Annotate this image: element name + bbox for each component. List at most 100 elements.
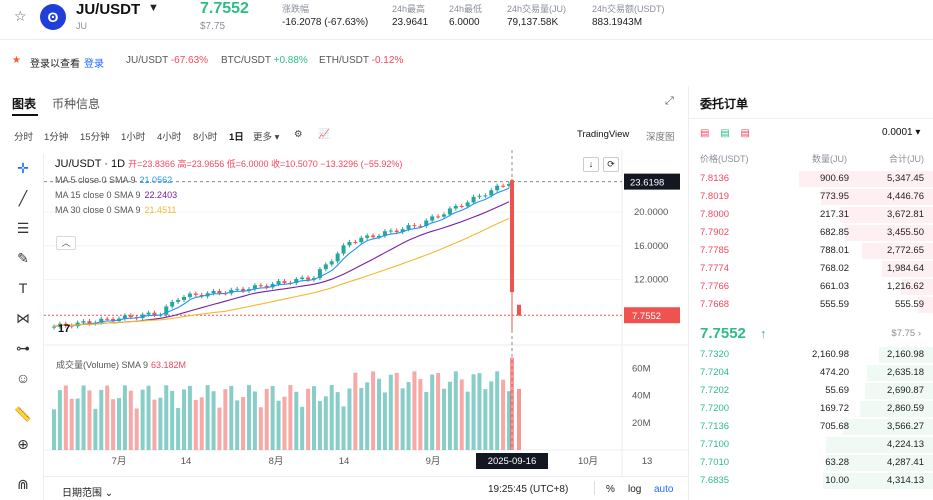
bid-row[interactable]: 7.7100 4,224.13 <box>689 436 933 454</box>
date-range-button[interactable]: 日期范围 ⌄ <box>62 488 114 499</box>
volume-bar <box>69 398 74 450</box>
row-price: 7.6835 <box>700 475 730 486</box>
interval-4h[interactable]: 4小时 <box>157 132 182 143</box>
pattern-icon[interactable]: ⋈ <box>16 310 30 326</box>
volume-bar <box>187 385 192 450</box>
bid-row[interactable]: 7.7320 2,160.98 2,160.98 <box>689 346 933 364</box>
interval-1m[interactable]: 1分钟 <box>44 132 69 143</box>
log-scale-toggle[interactable]: log <box>628 484 642 495</box>
volume-bar <box>241 397 246 450</box>
interval-15m[interactable]: 15分钟 <box>80 132 110 143</box>
depth-bar <box>845 225 933 241</box>
emoji-icon[interactable]: ☺ <box>15 370 31 386</box>
depth-bar <box>867 365 933 381</box>
watch-chip-btc[interactable]: BTC/USDT +0.88% <box>221 55 308 66</box>
ruler-icon[interactable]: 📏 <box>14 406 32 422</box>
indicator-settings-icon[interactable]: ⚙ <box>294 129 303 140</box>
scroll-to-latest-button[interactable]: ↓ <box>583 157 599 172</box>
ask-row[interactable]: 7.7766 661.03 1,216.62 <box>689 278 933 296</box>
depth-bar <box>864 383 933 399</box>
row-price: 7.7902 <box>700 227 730 238</box>
percent-scale-toggle[interactable]: % <box>606 484 615 495</box>
price-chart[interactable]: 20.0000 16.0000 12.0000 60M 40M 20M 23.6198 7.7… <box>44 150 688 476</box>
bid-row[interactable]: 7.7010 63.28 4,287.41 <box>689 454 933 472</box>
depth-bar <box>862 243 933 259</box>
candle-body <box>501 185 506 187</box>
fib-levels-icon[interactable]: ⊶ <box>16 340 30 356</box>
both-sides-icon[interactable]: ▤ <box>700 128 710 139</box>
favorite-star-icon[interactable]: ☆ <box>14 8 27 24</box>
precision-select[interactable]: 0.0001 ▾ <box>882 127 921 138</box>
ma-value: 21.4511 <box>144 205 177 215</box>
ask-row[interactable]: 7.7668 555.59 555.59 <box>689 296 933 314</box>
candle-body <box>442 214 446 217</box>
interval-bar: 分时 1分钟 15分钟 1小时 4小时 8小时 1日 更多 ▾ ⚙ 📈 Trad… <box>0 124 688 146</box>
crosshair-icon[interactable]: ✛ <box>17 160 29 176</box>
watch-chip-eth[interactable]: ETH/USDT -0.12% <box>319 55 403 66</box>
ask-row[interactable]: 7.7774 768.02 1,984.64 <box>689 260 933 278</box>
view-tradingview[interactable]: TradingView <box>577 129 630 140</box>
interval-8h[interactable]: 8小时 <box>193 132 218 143</box>
row-price: 7.7010 <box>700 457 730 468</box>
bid-row[interactable]: 7.6835 10.00 4,314.13 <box>689 472 933 490</box>
last-price-tag <box>624 307 680 324</box>
row-total: 2,860.59 <box>887 403 924 414</box>
depth-bar <box>820 189 933 205</box>
brush-icon[interactable]: ✎ <box>17 250 29 266</box>
interval-1d[interactable]: 1日 <box>229 132 244 143</box>
stat-value: -16.2078 (-67.63%) <box>282 17 369 28</box>
tab-coin-info[interactable]: 币种信息 <box>52 97 101 111</box>
legend-collapse-button[interactable]: ︿ <box>56 236 76 250</box>
row-price: 7.7136 <box>700 421 730 432</box>
watch-chip-ju[interactable]: JU/USDT -67.63% <box>126 55 208 66</box>
interval-timeline[interactable]: 分时 <box>14 132 34 143</box>
volume-bar <box>412 371 417 450</box>
asks-only-icon[interactable]: ▤ <box>740 128 750 139</box>
interval-1h[interactable]: 1小时 <box>121 132 146 143</box>
volume-bar <box>264 388 269 450</box>
candle-body <box>264 285 269 288</box>
depth-bar <box>825 437 933 453</box>
tab-chart[interactable]: 图表 <box>12 97 37 111</box>
bid-row[interactable]: 7.7202 55.69 2,690.87 <box>689 382 933 400</box>
candle-body <box>294 278 299 284</box>
candle-body <box>436 216 441 218</box>
ask-row[interactable]: 7.7902 682.85 3,455.50 <box>689 224 933 242</box>
chart-style-icon[interactable]: 📈 <box>318 129 330 140</box>
ask-row[interactable]: 7.8000 217.31 3,672.81 <box>689 206 933 224</box>
reset-chart-button[interactable]: ⟳ <box>603 157 619 172</box>
ask-row[interactable]: 7.8136 900.69 5,347.45 <box>689 170 933 188</box>
legend-ma5: MA 5 close 0 SMA 9 21.0562 <box>55 175 402 185</box>
volume-bar <box>447 381 452 450</box>
chart-clock[interactable]: 19:25:45 (UTC+8) <box>488 484 569 495</box>
mid-price-usd[interactable]: $7.75 › <box>891 328 921 339</box>
bid-row[interactable]: 7.7136 705.68 3,566.27 <box>689 418 933 436</box>
bid-row[interactable]: 7.7204 474.20 2,635.18 <box>689 364 933 382</box>
trendline-icon[interactable]: ╱ <box>18 190 28 206</box>
magnet-icon[interactable]: ⋒ <box>17 476 29 492</box>
view-depth-chart[interactable]: 深度图 <box>646 132 675 143</box>
text-tool-icon[interactable]: T <box>18 280 28 296</box>
horizontal-lines-icon[interactable]: ☰ <box>16 220 30 236</box>
candle-body <box>128 315 133 318</box>
candle-body <box>388 230 393 232</box>
volume-bar <box>164 385 169 450</box>
ask-row[interactable]: 7.7785 788.01 2,772.65 <box>689 242 933 260</box>
candle-body <box>483 195 488 197</box>
zoom-in-icon[interactable]: ⊕ <box>17 436 29 452</box>
volume-bar <box>93 408 98 450</box>
bids-only-icon[interactable]: ▤ <box>720 128 730 139</box>
interval-more[interactable]: 更多 ▾ <box>253 132 280 143</box>
fullscreen-icon[interactable]: ⤢ <box>665 95 674 107</box>
login-link[interactable]: 登录 <box>84 59 104 70</box>
ma-label: MA 5 close 0 SMA 9 <box>55 175 136 185</box>
row-price: 7.8019 <box>700 191 730 202</box>
volume-bar <box>359 387 364 450</box>
auto-scale-toggle[interactable]: auto <box>654 484 674 495</box>
ask-row[interactable]: 7.8019 773.95 4,446.76 <box>689 188 933 206</box>
pair-dropdown-icon[interactable]: ▼ <box>148 2 159 14</box>
ma-label: MA 15 close 0 SMA 9 <box>55 190 141 200</box>
chip-pair: BTC/USDT <box>221 55 271 66</box>
pair-title[interactable]: JU/USDT <box>76 1 141 18</box>
bid-row[interactable]: 7.7200 169.72 2,860.59 <box>689 400 933 418</box>
